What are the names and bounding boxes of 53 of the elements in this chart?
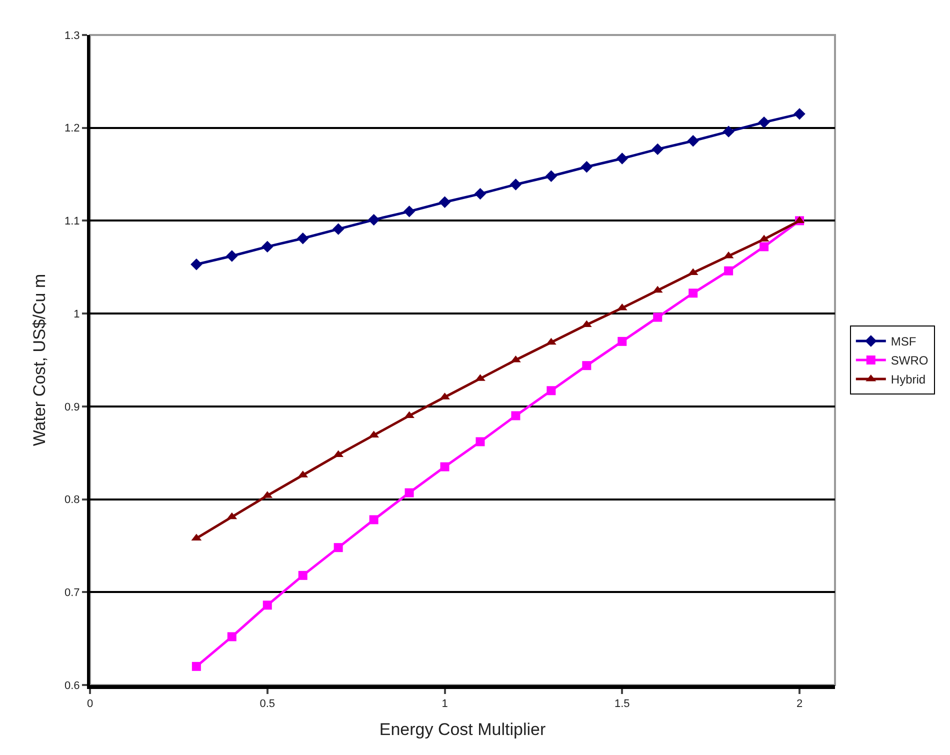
legend-label: Hybrid <box>890 372 926 387</box>
point <box>794 108 806 120</box>
point <box>546 386 556 396</box>
point <box>511 411 520 420</box>
x-axis-title: Energy Cost Multiplier <box>379 720 546 740</box>
point <box>722 126 734 138</box>
point <box>652 143 664 156</box>
point <box>368 214 380 226</box>
point <box>758 116 770 128</box>
point <box>474 188 486 200</box>
point <box>403 206 416 218</box>
point <box>298 570 308 580</box>
point <box>687 135 699 147</box>
legend-label: SWRO <box>890 354 928 368</box>
point <box>582 361 592 370</box>
x-tick-label: 1 <box>442 698 448 710</box>
point <box>440 462 450 472</box>
y-tick-label: 1.2 <box>64 122 80 135</box>
point <box>226 250 238 262</box>
x-tick-label: 2 <box>796 698 803 710</box>
point <box>760 242 769 252</box>
point <box>192 662 201 671</box>
y-tick-label: 0.9 <box>64 401 80 414</box>
y-tick-label: 1.1 <box>64 216 80 228</box>
y-tick-label: 0.8 <box>64 494 80 506</box>
point <box>262 240 274 253</box>
point <box>262 600 272 610</box>
point <box>616 152 628 164</box>
point <box>438 196 451 208</box>
point <box>653 312 662 322</box>
point <box>580 161 593 173</box>
y-tick-label: 0.7 <box>64 586 80 599</box>
y-axis-title: Water Cost, US$/Cu m <box>30 274 50 446</box>
point <box>724 266 734 276</box>
point <box>227 632 236 642</box>
point <box>688 288 698 298</box>
point <box>297 232 309 244</box>
point <box>369 515 378 524</box>
y-tick-label: 0.6 <box>64 680 80 692</box>
point <box>332 223 344 235</box>
point <box>545 170 558 182</box>
legend-label: MSF <box>890 334 916 349</box>
point <box>404 488 414 498</box>
x-tick-label: 0 <box>86 698 94 710</box>
x-tick-label: 1.5 <box>614 698 630 710</box>
point <box>190 258 202 270</box>
point <box>334 543 343 552</box>
y-tick-label: 1 <box>74 308 80 320</box>
point <box>476 437 485 446</box>
point <box>618 336 627 346</box>
y-tick-label: 1.3 <box>64 30 80 42</box>
x-tick-label: 0.5 <box>260 698 276 710</box>
point <box>510 178 522 190</box>
